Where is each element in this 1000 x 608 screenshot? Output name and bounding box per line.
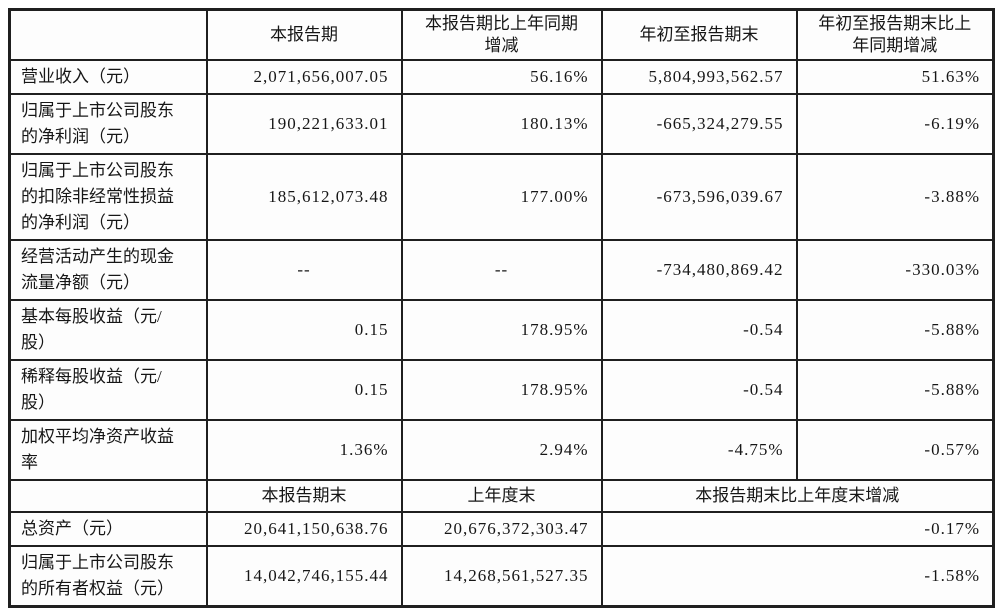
financial-summary-table: 本报告期 本报告期比上年同期增减 年初至报告期末 年初至报告期末比上年同期增减 … — [8, 8, 995, 608]
table-row-diluted-eps: 稀释每股收益（元/股） 0.15 178.95% -0.54 -5.88% — [8, 359, 995, 421]
cell-ytd: -734,480,869.42 — [600, 239, 798, 301]
col-header-period-end: 本报告期末 — [205, 479, 403, 513]
cell-current-period-yoy: 180.13% — [400, 93, 603, 155]
table-header-row: 本报告期 本报告期比上年同期增减 年初至报告期末 年初至报告期末比上年同期增减 — [8, 8, 995, 61]
cell-ytd: -0.54 — [600, 299, 798, 361]
row-label: 归属于上市公司股东的扣除非经常性损益的净利润（元） — [8, 153, 208, 241]
cell-ytd-yoy: -330.03% — [795, 239, 995, 301]
table-row-revenue: 营业收入（元） 2,071,656,007.05 56.16% 5,804,99… — [8, 59, 995, 95]
cell-ytd: 5,804,993,562.57 — [600, 59, 798, 95]
cell-current-period-yoy: 177.00% — [400, 153, 603, 241]
cell-current-period-yoy: 2.94% — [400, 419, 603, 481]
cell-current-period: 2,071,656,007.05 — [205, 59, 403, 95]
table-bottom-header-row: 本报告期末 上年度末 本报告期末比上年度末增减 — [8, 479, 995, 513]
cell-prior-year-end: 14,268,561,527.35 — [400, 545, 603, 608]
col-header-period-end-vs-prior-year-end: 本报告期末比上年度末增减 — [600, 479, 995, 513]
cell-ytd-yoy: 51.63% — [795, 59, 995, 95]
row-label: 基本每股收益（元/股） — [8, 299, 208, 361]
cell-period-end-vs-prior-year-end: -0.17% — [600, 511, 995, 547]
cell-current-period: 190,221,633.01 — [205, 93, 403, 155]
cell-ytd: -673,596,039.67 — [600, 153, 798, 241]
corner-cell — [8, 479, 208, 513]
cell-current-period-yoy: 178.95% — [400, 359, 603, 421]
cell-period-end-vs-prior-year-end: -1.58% — [600, 545, 995, 608]
corner-cell — [8, 8, 208, 61]
cell-ytd-yoy: -6.19% — [795, 93, 995, 155]
table-row-net-profit: 归属于上市公司股东的净利润（元） 190,221,633.01 180.13% … — [8, 93, 995, 155]
cell-current-period-yoy: 56.16% — [400, 59, 603, 95]
col-header-ytd-yoy: 年初至报告期末比上年同期增减 — [795, 8, 995, 61]
col-header-ytd: 年初至报告期末 — [600, 8, 798, 61]
financial-report-page: 本报告期 本报告期比上年同期增减 年初至报告期末 年初至报告期末比上年同期增减 … — [8, 8, 995, 608]
col-header-current-period: 本报告期 — [205, 8, 403, 61]
cell-current-period: 0.15 — [205, 359, 403, 421]
table-row-total-assets: 总资产（元） 20,641,150,638.76 20,676,372,303.… — [8, 511, 995, 547]
cell-period-end: 14,042,746,155.44 — [205, 545, 403, 608]
cell-ytd-yoy: -5.88% — [795, 359, 995, 421]
cell-current-period: 0.15 — [205, 299, 403, 361]
cell-period-end: 20,641,150,638.76 — [205, 511, 403, 547]
cell-ytd-yoy: -0.57% — [795, 419, 995, 481]
cell-ytd: -665,324,279.55 — [600, 93, 798, 155]
cell-current-period: -- — [205, 239, 403, 301]
row-label: 加权平均净资产收益率 — [8, 419, 208, 481]
row-label: 稀释每股收益（元/股） — [8, 359, 208, 421]
cell-ytd: -0.54 — [600, 359, 798, 421]
table-row-basic-eps: 基本每股收益（元/股） 0.15 178.95% -0.54 -5.88% — [8, 299, 995, 361]
cell-current-period-yoy: -- — [400, 239, 603, 301]
table-row-operating-cash-flow: 经营活动产生的现金流量净额（元） -- -- -734,480,869.42 -… — [8, 239, 995, 301]
table-row-weighted-avg-roe: 加权平均净资产收益率 1.36% 2.94% -4.75% -0.57% — [8, 419, 995, 481]
table-row-owners-equity: 归属于上市公司股东的所有者权益（元） 14,042,746,155.44 14,… — [8, 545, 995, 608]
cell-current-period: 1.36% — [205, 419, 403, 481]
cell-ytd-yoy: -5.88% — [795, 299, 995, 361]
col-header-prior-year-end: 上年度末 — [400, 479, 603, 513]
cell-ytd: -4.75% — [600, 419, 798, 481]
col-header-current-period-yoy: 本报告期比上年同期增减 — [400, 8, 603, 61]
cell-current-period: 185,612,073.48 — [205, 153, 403, 241]
cell-prior-year-end: 20,676,372,303.47 — [400, 511, 603, 547]
cell-current-period-yoy: 178.95% — [400, 299, 603, 361]
row-label: 归属于上市公司股东的净利润（元） — [8, 93, 208, 155]
table-row-net-profit-excl-nonrecurring: 归属于上市公司股东的扣除非经常性损益的净利润（元） 185,612,073.48… — [8, 153, 995, 241]
row-label: 归属于上市公司股东的所有者权益（元） — [8, 545, 208, 608]
row-label: 营业收入（元） — [8, 59, 208, 95]
row-label: 总资产（元） — [8, 511, 208, 547]
cell-ytd-yoy: -3.88% — [795, 153, 995, 241]
row-label: 经营活动产生的现金流量净额（元） — [8, 239, 208, 301]
